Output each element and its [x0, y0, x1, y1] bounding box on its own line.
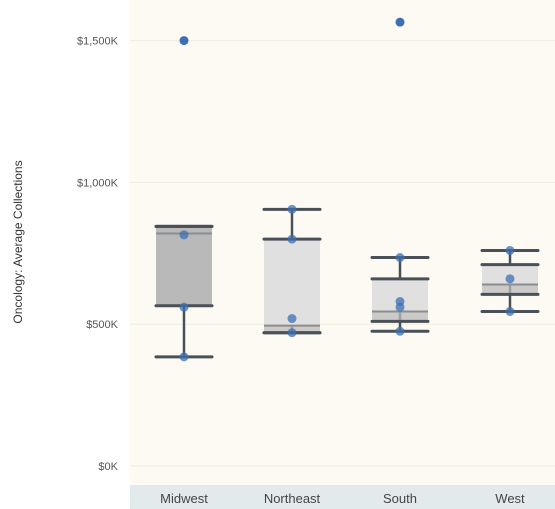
data-point — [395, 326, 405, 336]
box-lower — [156, 233, 212, 306]
data-point — [395, 253, 405, 263]
x-axis: Midwest Northeast South West — [160, 491, 525, 506]
data-point — [287, 234, 297, 244]
y-tick-label: $1,500K — [77, 36, 119, 48]
box-upper — [156, 226, 212, 234]
data-point — [505, 306, 515, 316]
data-point — [505, 274, 515, 284]
y-tick-label: $1,000K — [77, 177, 119, 189]
data-point — [179, 302, 189, 312]
x-category-label: Midwest — [160, 491, 208, 506]
data-point — [287, 204, 297, 214]
y-axis-title: Oncology: Average Collections — [11, 160, 25, 323]
data-point — [179, 352, 189, 362]
outlier-point — [395, 17, 405, 27]
box-lower — [372, 311, 428, 322]
data-point — [505, 245, 515, 255]
box-upper — [264, 239, 320, 326]
boxes — [154, 207, 540, 359]
x-category-label: South — [383, 491, 417, 506]
box-lower — [482, 284, 538, 295]
data-point — [179, 230, 189, 240]
gridlines — [130, 40, 555, 467]
x-category-label: West — [495, 491, 525, 506]
x-category-label: Northeast — [264, 491, 321, 506]
y-tick-label: $500K — [86, 319, 118, 331]
outlier-point — [179, 36, 189, 46]
data-point — [287, 328, 297, 338]
y-axis: $0K $500K $1,000K $1,500K — [77, 36, 119, 473]
data-point — [287, 314, 297, 324]
y-tick-label: $0K — [98, 461, 118, 473]
category-axis-band — [130, 485, 555, 509]
data-point — [395, 302, 405, 312]
data-points — [179, 17, 515, 362]
